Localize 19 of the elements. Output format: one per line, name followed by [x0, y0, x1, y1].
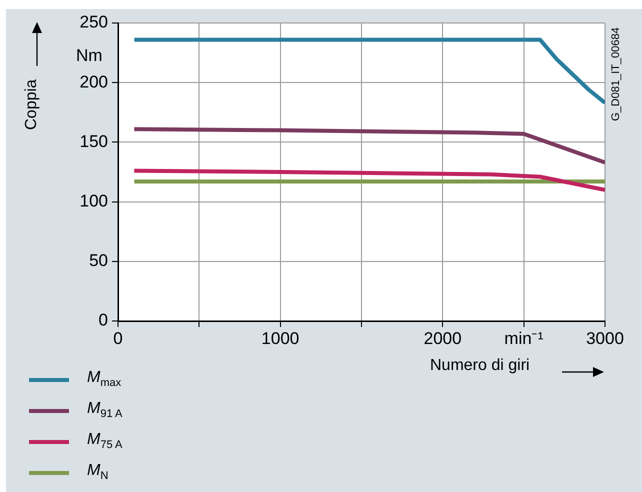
legend-label: M$_{91 A}$: [87, 400, 122, 421]
x-tick-label: 2000: [424, 328, 462, 348]
x-axis-title: Numero di giri: [430, 357, 530, 375]
y-tick-label: 100: [80, 191, 108, 210]
legend-label: M$_{N}$: [87, 462, 108, 483]
x-tick-label: 3000: [586, 328, 624, 348]
y-axis-title: Coppia: [23, 79, 41, 130]
x-tick-label: 0: [113, 328, 123, 348]
text: G_D081_IT_00684: [610, 27, 622, 121]
legend-label: M$_{75 A}$: [87, 431, 122, 452]
x-tick-label: min⁻¹: [504, 328, 544, 348]
y-tick-label: 0: [98, 310, 108, 330]
y-tick-label: 50: [89, 251, 108, 270]
text: Nm: [76, 46, 102, 66]
x-tick-label: 1000: [261, 328, 300, 348]
y-tick-label: 250: [80, 12, 108, 32]
y-tick-label: 150: [80, 132, 108, 151]
legend-label: M$_{max}$: [87, 369, 122, 390]
y-tick-label: 200: [80, 72, 108, 92]
